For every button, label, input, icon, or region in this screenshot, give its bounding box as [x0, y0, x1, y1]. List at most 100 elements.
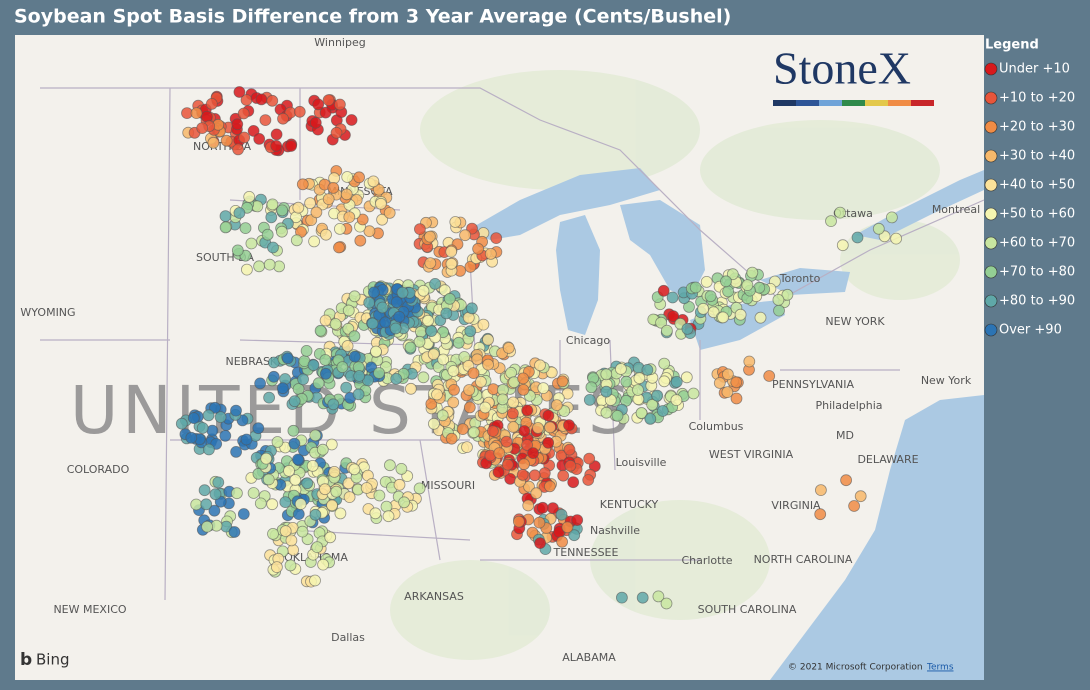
map-label: Philadelphia: [815, 399, 882, 412]
site-dot: [232, 143, 245, 156]
site-dot: [314, 324, 327, 337]
site-dot: [245, 237, 258, 250]
site-dot: [568, 529, 581, 542]
site-dot: [289, 474, 302, 486]
site-dot: [230, 487, 243, 500]
site-dot: [477, 318, 490, 331]
site-dot: [352, 388, 365, 401]
site-dot: [528, 469, 541, 482]
map-label: KENTUCKY: [600, 498, 659, 511]
site-dot: [207, 136, 220, 149]
site-dot: [370, 345, 382, 358]
site-dot: [490, 232, 503, 245]
site-dot: [538, 467, 551, 480]
site-dot: [746, 266, 759, 279]
site-dot: [713, 377, 726, 389]
site-dot: [431, 388, 443, 401]
site-dot: [312, 98, 325, 111]
site-dot: [297, 373, 310, 386]
site-dot: [353, 370, 366, 382]
map-label: New York: [921, 374, 972, 387]
map-label: DELAWARE: [857, 453, 918, 466]
site-dot: [190, 107, 203, 119]
site-dot: [763, 370, 776, 382]
site-dot: [501, 458, 514, 471]
site-dot: [655, 316, 667, 329]
site-dot: [309, 574, 321, 587]
site-dot: [253, 132, 266, 145]
site-dot: [620, 375, 633, 388]
site-dot: [367, 175, 380, 188]
site-dot: [390, 372, 403, 385]
map-label: NEW MEXICO: [53, 603, 126, 616]
site-dot: [348, 330, 361, 343]
site-dot: [393, 310, 406, 323]
site-dot: [327, 398, 340, 411]
site-dot: [436, 409, 449, 422]
site-dot: [287, 424, 300, 437]
site-dot: [681, 322, 694, 335]
site-dot: [615, 363, 627, 375]
site-dot: [343, 491, 356, 504]
legend-swatch: [984, 120, 998, 134]
site-dot: [464, 260, 477, 273]
site-dot: [376, 213, 389, 226]
site-dot: [517, 372, 529, 385]
site-dot: [374, 197, 387, 210]
site-dot: [726, 268, 739, 281]
site-dot: [854, 490, 867, 503]
site-dot: [646, 398, 659, 411]
site-dot: [417, 284, 430, 297]
site-dot: [840, 474, 852, 487]
site-dot: [872, 222, 885, 235]
site-dot: [527, 447, 539, 460]
site-dot: [633, 372, 646, 385]
site-dot: [447, 396, 460, 409]
site-dot: [670, 375, 683, 388]
copyright: © 2021 Microsoft Corporation: [788, 663, 923, 673]
site-dot: [247, 487, 260, 499]
map-label: PENNSYLVANIA: [772, 378, 854, 391]
legend-label: +50 to +60: [999, 207, 1075, 222]
site-dot: [336, 361, 349, 374]
site-dot: [395, 462, 408, 475]
site-dot: [341, 340, 354, 352]
legend-swatch: [984, 149, 998, 163]
site-dot: [342, 304, 355, 317]
site-dot: [281, 352, 294, 365]
site-dot: [260, 452, 273, 465]
site-dot: [680, 371, 693, 384]
site-dot: [641, 363, 654, 376]
legend-swatch: [984, 62, 998, 76]
site-dot: [542, 409, 555, 422]
site-dot: [741, 279, 754, 292]
site-dot: [320, 228, 332, 241]
site-dot: [530, 487, 543, 500]
site-dot: [670, 394, 683, 407]
site-dot: [772, 293, 785, 306]
site-dot: [380, 500, 393, 513]
site-dot: [255, 93, 268, 106]
site-dot: [390, 296, 403, 309]
site-dot: [253, 260, 266, 273]
map-label: WYOMING: [20, 306, 75, 319]
site-dot: [556, 375, 569, 388]
site-dot: [556, 535, 568, 548]
site-dot: [271, 436, 284, 448]
site-dot: [262, 473, 275, 486]
site-dot: [270, 561, 283, 573]
site-dot: [521, 404, 534, 417]
site-dot: [479, 401, 492, 414]
site-dot: [814, 508, 827, 521]
site-dot: [230, 404, 242, 417]
site-dot: [652, 590, 665, 603]
logo-bar-segment: [888, 100, 911, 106]
site-dot: [834, 206, 846, 219]
site-dot: [616, 591, 628, 604]
site-dot: [322, 94, 335, 106]
map-label: TENNESSEE: [553, 546, 619, 559]
site-dot: [687, 387, 700, 400]
site-dot: [717, 311, 729, 324]
terms-link[interactable]: Terms: [926, 663, 954, 673]
site-dot: [532, 422, 544, 434]
